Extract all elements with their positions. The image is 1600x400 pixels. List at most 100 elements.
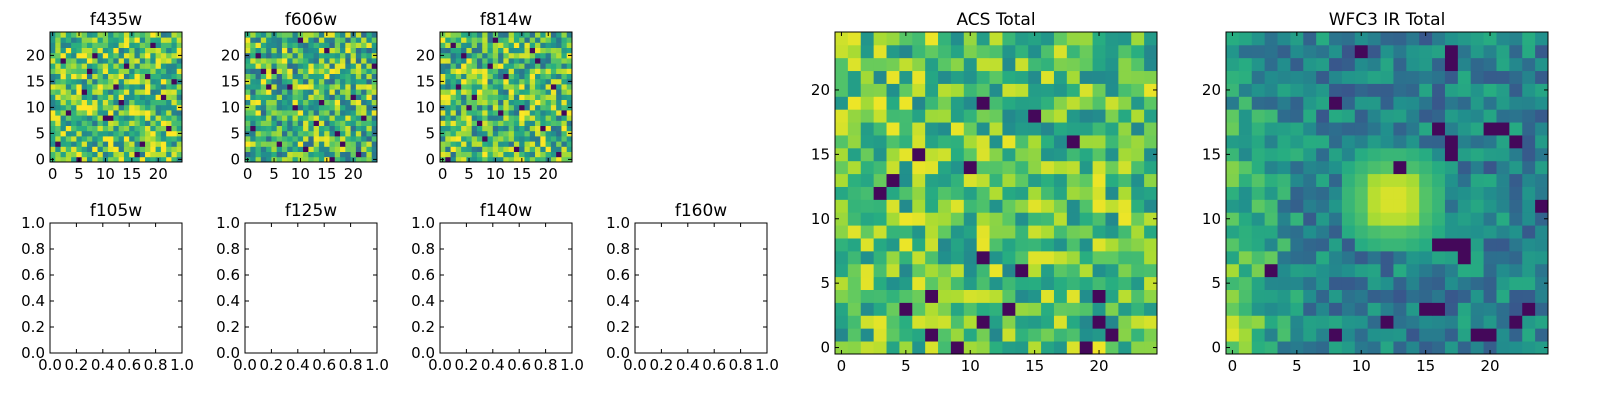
heatmap-cell xyxy=(899,57,913,72)
heatmap-cell xyxy=(292,151,299,158)
heatmap-cell xyxy=(55,94,61,100)
heatmap-cell xyxy=(1079,289,1093,303)
heatmap-cell xyxy=(266,151,272,158)
heatmap-cell xyxy=(340,151,346,158)
heatmap-cell xyxy=(160,84,167,90)
heatmap-cell xyxy=(171,52,178,59)
heatmap-cell xyxy=(345,120,351,126)
heatmap-cell xyxy=(1131,276,1145,290)
heatmap-cell xyxy=(476,120,483,126)
heatmap-cell xyxy=(556,52,562,59)
heatmap-cell xyxy=(86,42,93,48)
y-tick-label: 0 xyxy=(230,150,240,168)
heatmap-cell xyxy=(1470,276,1484,290)
heatmap-cell xyxy=(1367,83,1381,97)
heatmap-cell xyxy=(476,37,483,43)
heatmap-cell xyxy=(250,104,256,111)
heatmap-cell xyxy=(540,47,546,54)
heatmap-cell xyxy=(271,120,278,126)
heatmap-cell xyxy=(925,225,939,239)
heatmap-cell xyxy=(461,42,467,48)
heatmap-cell xyxy=(545,146,552,152)
heatmap-cell xyxy=(1329,70,1343,84)
heatmap-cell xyxy=(81,110,88,116)
heatmap-cell xyxy=(1419,122,1433,136)
heatmap-cell xyxy=(345,146,351,152)
heatmap-cell xyxy=(487,63,494,69)
x-tick-label: 20 xyxy=(1089,357,1108,375)
heatmap-cell xyxy=(1419,315,1433,329)
heatmap-cell xyxy=(471,37,478,43)
heatmap-cell xyxy=(925,32,939,46)
heatmap-cell xyxy=(1105,32,1119,46)
heatmap-cell xyxy=(440,141,446,147)
heatmap-cell xyxy=(561,156,568,163)
heatmap-cell xyxy=(963,341,978,355)
heatmap-cell xyxy=(482,42,488,48)
heatmap-cell xyxy=(355,130,362,137)
heatmap-cell xyxy=(1251,32,1266,46)
heatmap-cell xyxy=(938,122,952,136)
heatmap-cell xyxy=(255,110,262,116)
heatmap-cell xyxy=(498,115,504,121)
heatmap-cell xyxy=(925,199,939,213)
heatmap-cell xyxy=(976,238,990,252)
heatmap-cell xyxy=(1226,96,1240,110)
heatmap-cell xyxy=(366,125,373,132)
heatmap-cell xyxy=(139,68,146,74)
heatmap-cell xyxy=(950,212,965,226)
heatmap-cell xyxy=(519,130,525,137)
heatmap-cell xyxy=(371,58,378,64)
heatmap-cell xyxy=(1457,83,1472,97)
heatmap-cell xyxy=(108,73,114,80)
heatmap-cell xyxy=(92,89,98,95)
heatmap-cell xyxy=(1522,276,1536,290)
heatmap-cell xyxy=(1290,32,1304,46)
heatmap-cell xyxy=(550,37,557,43)
heatmap-cell xyxy=(1092,225,1106,239)
heatmap-cell xyxy=(1041,341,1055,355)
heatmap-cell xyxy=(134,84,141,90)
heatmap-cell xyxy=(1251,199,1266,213)
heatmap-cell xyxy=(899,341,913,355)
heatmap-cell xyxy=(71,156,77,163)
heatmap-cell xyxy=(487,84,494,90)
heatmap-cell xyxy=(139,156,146,163)
heatmap-cell xyxy=(1118,44,1132,59)
heatmap-cell xyxy=(545,89,552,95)
heatmap-cell xyxy=(535,94,541,100)
heatmap-cell xyxy=(1002,186,1016,200)
y-tick-label: 5 xyxy=(230,124,240,142)
heatmap-cell xyxy=(471,120,478,126)
heatmap-cell xyxy=(160,104,167,111)
heatmap-cell xyxy=(950,70,965,84)
heatmap-cell xyxy=(65,32,72,38)
y-tick-label: 10 xyxy=(811,210,830,228)
heatmap-cell xyxy=(1419,96,1433,110)
heatmap-cell xyxy=(1432,276,1446,290)
heatmap-cell xyxy=(60,63,67,69)
heatmap-cell xyxy=(1483,147,1497,162)
heatmap-cell xyxy=(303,94,309,100)
heatmap-cell xyxy=(482,94,488,100)
heatmap-cell xyxy=(171,37,178,43)
subplot-title: WFC3 IR Total xyxy=(1329,10,1446,30)
heatmap-cell xyxy=(1393,186,1407,200)
heatmap-cell xyxy=(150,130,156,137)
heatmap-cell xyxy=(1079,96,1093,110)
heatmap-cell xyxy=(445,52,451,59)
heatmap-cell xyxy=(1483,122,1497,136)
heatmap-cell xyxy=(963,57,978,72)
heatmap-cell xyxy=(1444,135,1459,149)
heatmap-cell xyxy=(561,141,568,147)
heatmap-cell xyxy=(519,94,525,100)
heatmap-cell xyxy=(1002,135,1016,149)
heatmap-cell xyxy=(334,120,341,126)
heatmap-cell xyxy=(250,89,256,95)
heatmap-cell xyxy=(1041,147,1055,162)
heatmap-cell xyxy=(899,135,913,149)
heatmap-cell xyxy=(445,73,451,80)
heatmap-cell xyxy=(303,58,309,64)
heatmap-cell xyxy=(287,89,293,95)
heatmap-cell xyxy=(1066,147,1081,162)
